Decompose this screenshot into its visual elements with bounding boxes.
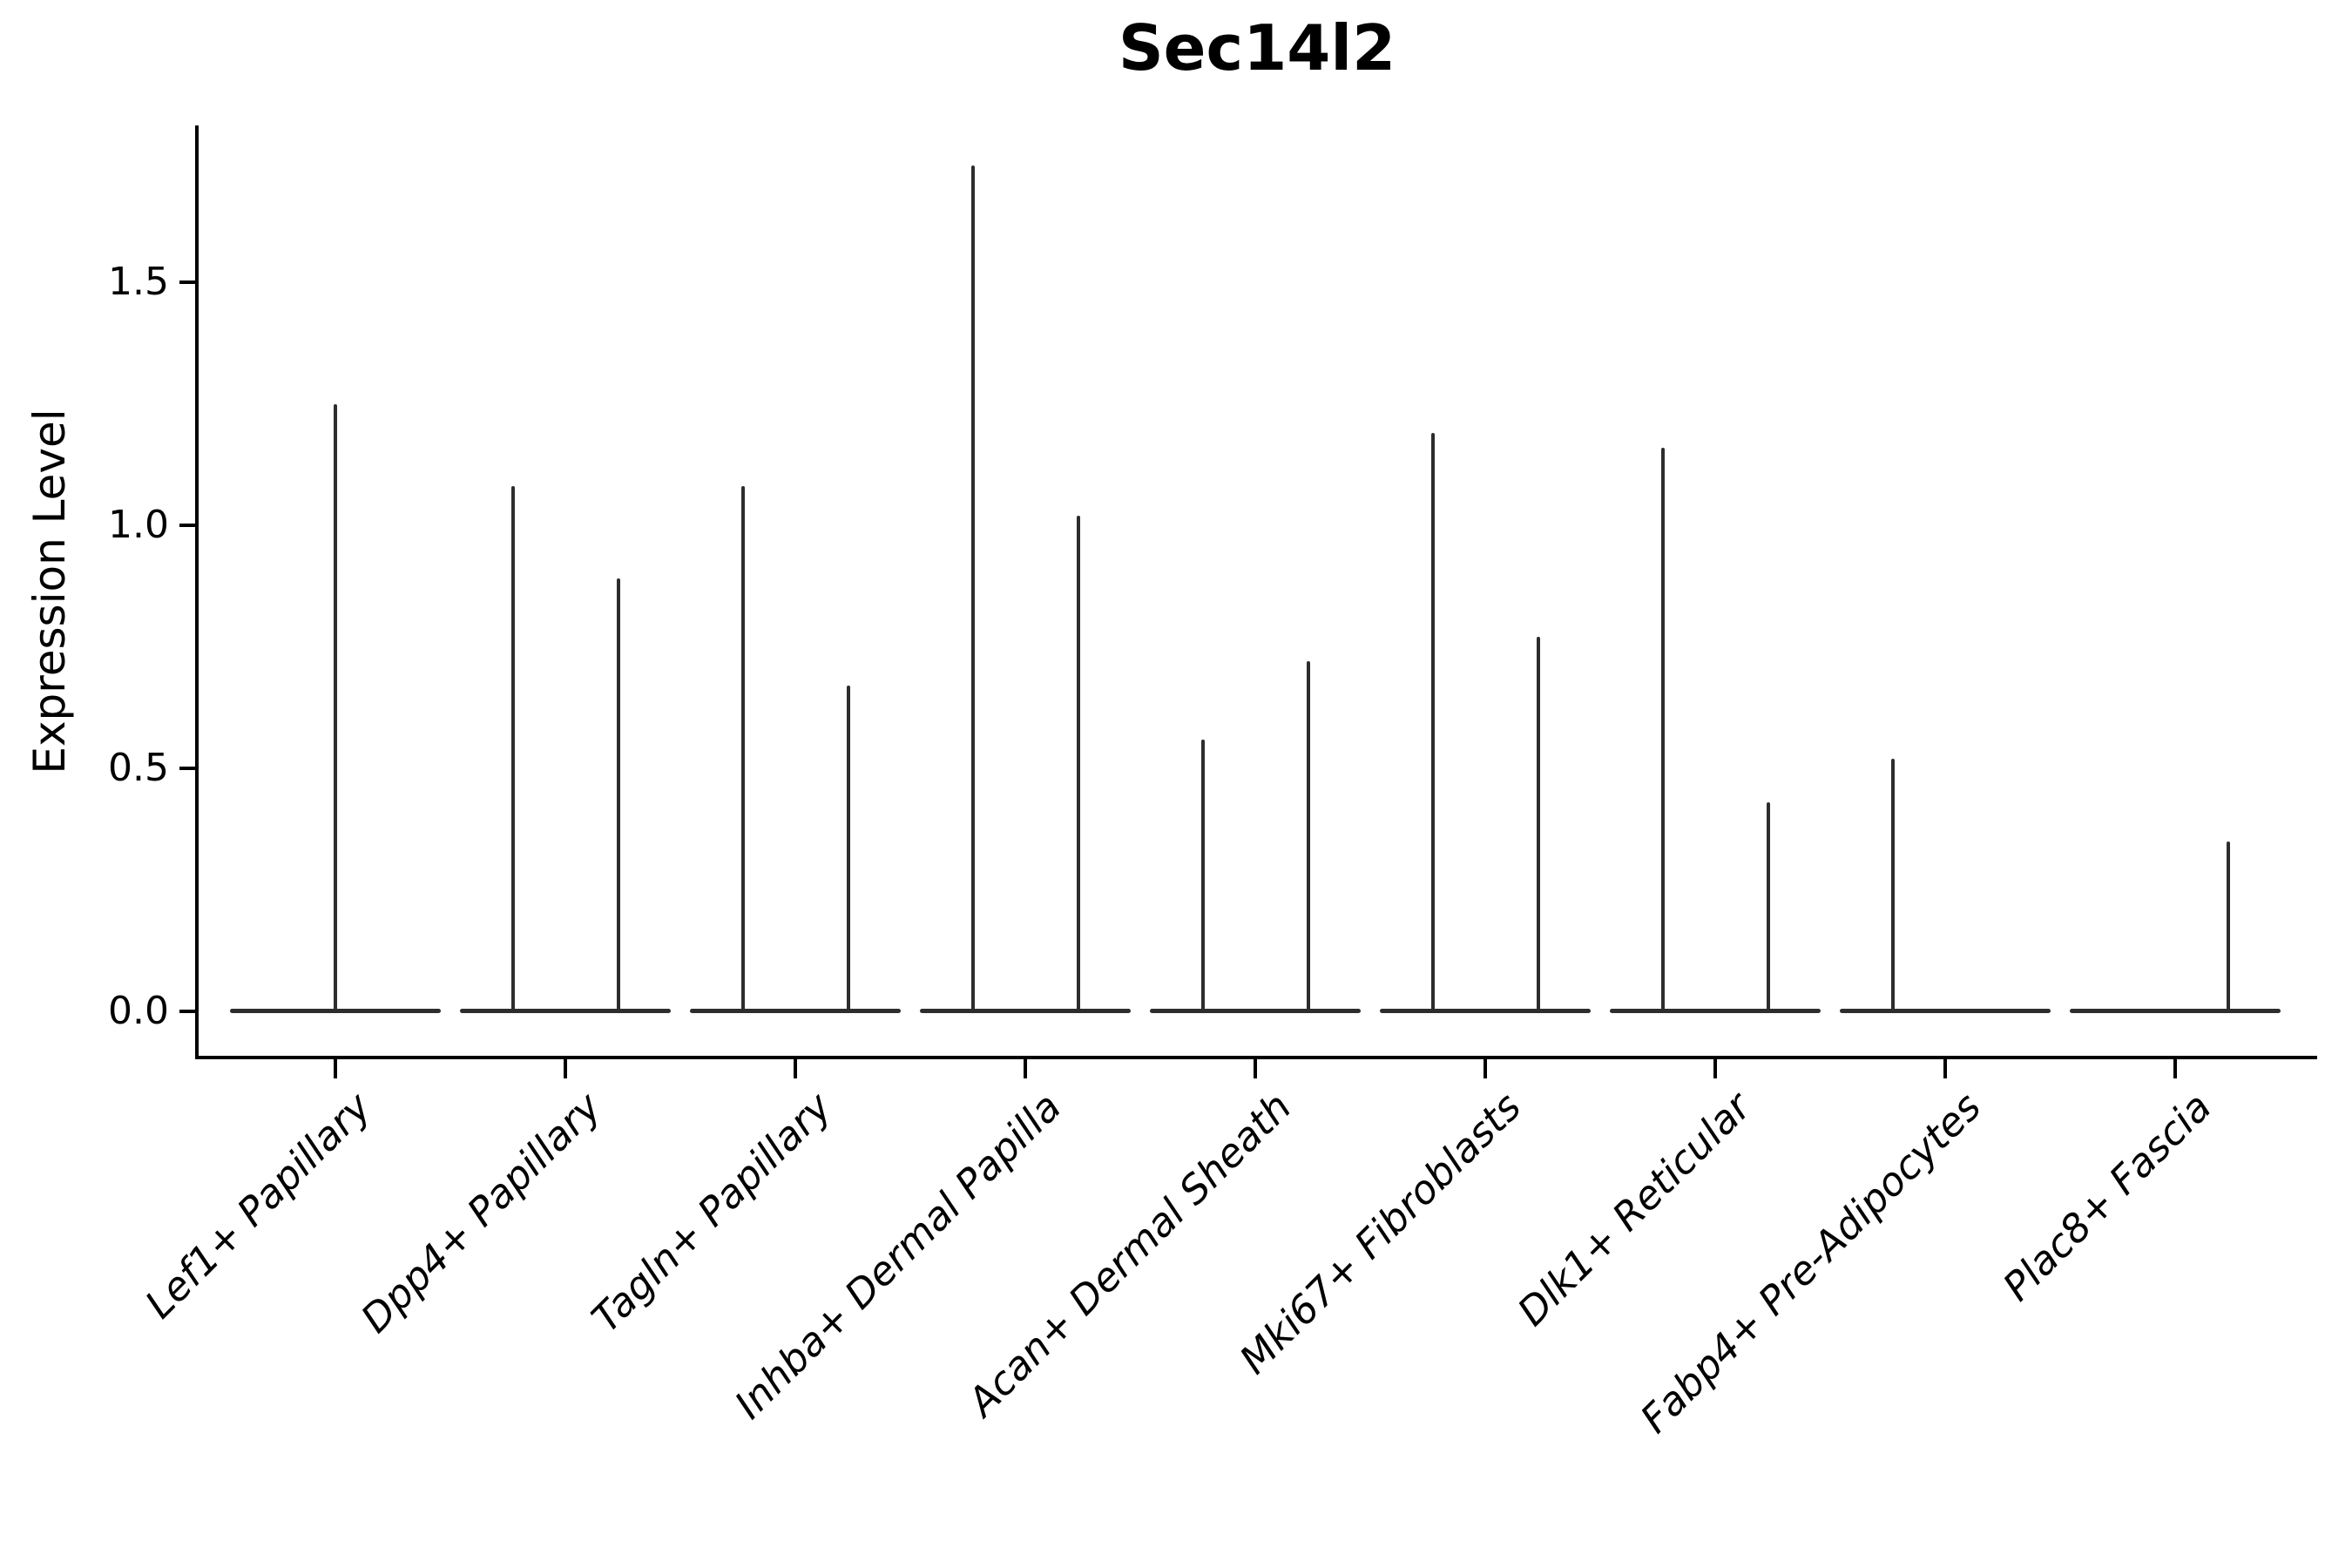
x-tick-label: Dlk1+ Reticular bbox=[1508, 1083, 1761, 1335]
x-tick bbox=[1713, 1059, 1717, 1078]
violin-spike bbox=[1430, 432, 1435, 1013]
y-tick-label: 1.5 bbox=[108, 260, 169, 304]
y-tick bbox=[179, 280, 197, 284]
x-tick-label: Plac8+ Fascia bbox=[1993, 1083, 2220, 1310]
x-tick bbox=[794, 1059, 797, 1078]
violin-spike bbox=[510, 486, 515, 1013]
x-tick bbox=[334, 1059, 337, 1078]
violin-baseline bbox=[1840, 1009, 2051, 1013]
violin-spike bbox=[1890, 758, 1895, 1013]
violin-spike bbox=[1536, 637, 1540, 1013]
y-tick bbox=[179, 767, 197, 770]
y-tick bbox=[179, 1010, 197, 1013]
y-axis-label: Expression Level bbox=[24, 409, 75, 774]
violin-spike bbox=[2226, 841, 2230, 1013]
x-tick bbox=[1943, 1059, 1947, 1078]
violin-spike bbox=[1766, 802, 1770, 1013]
x-tick bbox=[2173, 1059, 2177, 1078]
x-tick bbox=[1024, 1059, 1027, 1078]
violin-spike bbox=[846, 686, 850, 1013]
plot-title: Sec14l2 bbox=[1118, 11, 1396, 84]
y-axis-spine bbox=[195, 125, 199, 1059]
x-tick bbox=[564, 1059, 567, 1078]
violin-baseline bbox=[2070, 1009, 2281, 1013]
violin-spike bbox=[616, 578, 620, 1013]
violin-spike bbox=[1200, 739, 1205, 1013]
violin-spike bbox=[970, 166, 975, 1013]
x-tick-label: Tagln+ Papillary bbox=[582, 1083, 841, 1342]
x-tick-label: Dpp4+ Papillary bbox=[352, 1083, 611, 1342]
violin-spike bbox=[1660, 447, 1665, 1013]
y-tick-label: 0.5 bbox=[108, 746, 169, 790]
y-tick-label: 1.0 bbox=[108, 503, 169, 547]
violin-baseline bbox=[460, 1009, 671, 1013]
y-tick-label: 0.0 bbox=[108, 989, 169, 1033]
x-tick bbox=[1484, 1059, 1487, 1078]
violin-spike bbox=[1306, 661, 1310, 1013]
violin-baseline bbox=[1380, 1009, 1591, 1013]
x-tick-label: Lef1+ Papillary bbox=[136, 1083, 381, 1328]
violin-spike bbox=[1076, 515, 1080, 1013]
violin-spike bbox=[334, 403, 337, 1013]
x-tick bbox=[1254, 1059, 1257, 1078]
y-tick bbox=[179, 524, 197, 527]
violin-spike bbox=[740, 486, 745, 1013]
x-axis-spine bbox=[195, 1056, 2317, 1059]
violin-baseline bbox=[1610, 1009, 1821, 1013]
violin-baseline bbox=[1150, 1009, 1361, 1013]
violin-baseline bbox=[690, 1009, 901, 1013]
violin-baseline bbox=[920, 1009, 1131, 1013]
